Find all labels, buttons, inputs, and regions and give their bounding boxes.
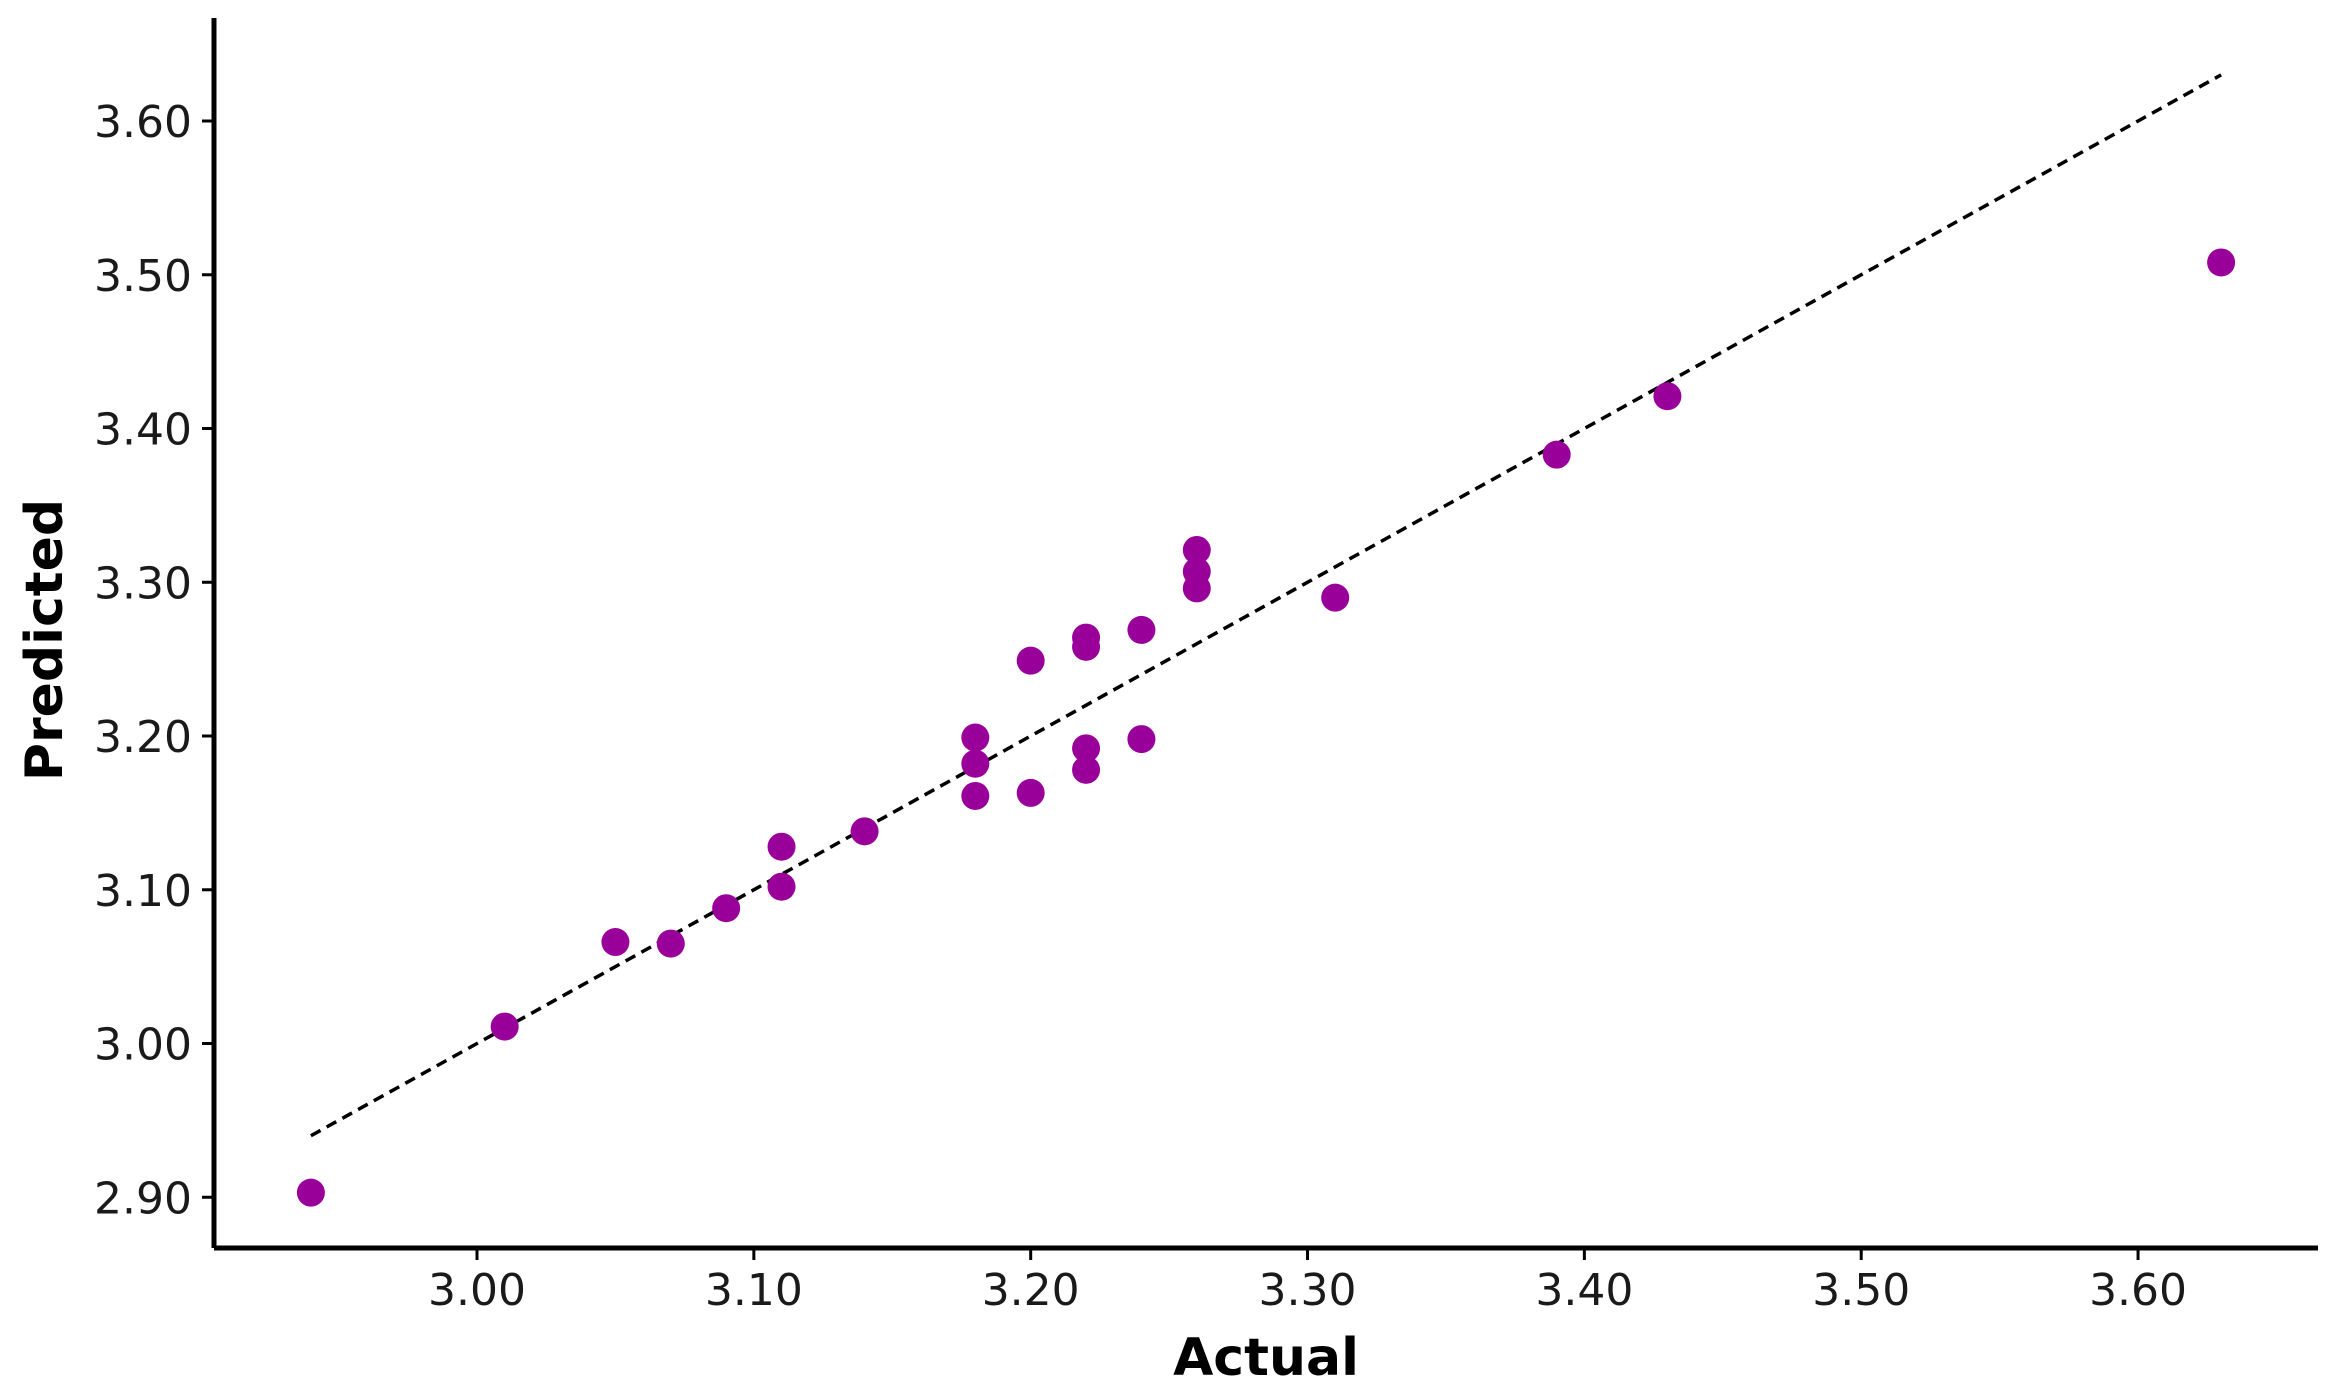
x-tick-label: 3.40 bbox=[1535, 1265, 1633, 1316]
data-point bbox=[2207, 248, 2236, 277]
y-tick-label: 3.30 bbox=[94, 558, 192, 609]
y-tick-label: 3.50 bbox=[94, 251, 192, 302]
data-point bbox=[767, 832, 796, 861]
y-tick-label: 3.10 bbox=[94, 866, 192, 917]
data-point bbox=[1016, 778, 1045, 807]
data-point bbox=[1016, 646, 1045, 675]
x-tick-label: 3.50 bbox=[1812, 1265, 1910, 1316]
y-tick-label: 3.60 bbox=[94, 97, 192, 148]
data-point bbox=[850, 817, 879, 846]
y-axis-ticks: 2.90 3.00 3.10 3.20 3.30 3.40 3.50 3.60 bbox=[94, 97, 214, 1224]
data-point bbox=[1321, 583, 1350, 612]
reference-line bbox=[310, 73, 2222, 1138]
x-axis-title: Actual bbox=[1173, 1328, 1359, 1386]
x-tick-label: 3.10 bbox=[705, 1265, 803, 1316]
y-axis-title: Predicted bbox=[15, 499, 75, 781]
data-point bbox=[601, 928, 630, 957]
data-point bbox=[1182, 557, 1211, 586]
data-point bbox=[712, 894, 741, 923]
data-point bbox=[1072, 755, 1101, 784]
data-point bbox=[1127, 615, 1156, 644]
data-point bbox=[1653, 382, 1682, 411]
x-tick-label: 3.60 bbox=[2089, 1265, 2187, 1316]
y-tick-label: 3.20 bbox=[94, 712, 192, 763]
data-point bbox=[961, 749, 990, 778]
data-point bbox=[767, 872, 796, 901]
data-point bbox=[1542, 440, 1571, 469]
y-tick-label: 3.40 bbox=[94, 405, 192, 456]
x-tick-label: 3.30 bbox=[1259, 1265, 1357, 1316]
data-point bbox=[961, 723, 990, 752]
data-point bbox=[296, 1178, 325, 1207]
x-axis-ticks: 3.00 3.10 3.20 3.30 3.40 3.50 3.60 bbox=[428, 1248, 2187, 1316]
data-point bbox=[656, 929, 685, 958]
y-tick-label: 2.90 bbox=[94, 1173, 192, 1224]
data-point bbox=[961, 781, 990, 810]
data-point bbox=[1127, 725, 1156, 754]
plot-area bbox=[296, 73, 2236, 1207]
y-tick-label: 3.00 bbox=[94, 1020, 192, 1071]
x-tick-label: 3.20 bbox=[982, 1265, 1080, 1316]
data-point bbox=[1182, 535, 1211, 564]
x-tick-label: 3.00 bbox=[428, 1265, 526, 1316]
data-point bbox=[490, 1012, 519, 1041]
data-point bbox=[1072, 734, 1101, 763]
data-point bbox=[1072, 623, 1101, 652]
